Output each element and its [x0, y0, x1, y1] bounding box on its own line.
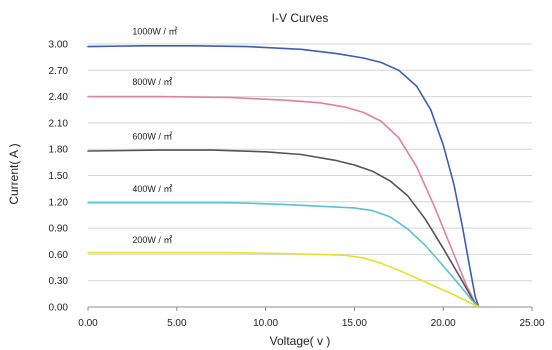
y-tick-label: 1.20 [49, 197, 69, 208]
series-line-4 [87, 251, 480, 308]
y-tick-label: 1.50 [49, 171, 69, 182]
axes [87, 306, 533, 311]
y-tick-label: 1.80 [49, 145, 69, 156]
series-annotation: 600W / ㎡ [132, 132, 172, 142]
series-annotation: 200W / ㎡ [132, 235, 172, 245]
x-tick-label: 15.00 [342, 318, 367, 329]
x-tick-label: 0.00 [78, 318, 98, 329]
x-axis-label: Voltage( v ) [270, 334, 331, 348]
series-line-2 [87, 149, 480, 308]
series-annotation: 800W / ㎡ [132, 77, 172, 87]
series-annotation: 1000W / ㎡ [132, 26, 177, 36]
x-tick-label: 5.00 [167, 318, 187, 329]
y-tick-label: 0.00 [49, 303, 69, 314]
series-line-3 [87, 201, 480, 308]
grid-lines [88, 43, 532, 282]
x-tick-label: 10.00 [253, 318, 278, 329]
y-axis-label: Current( A ) [7, 143, 21, 204]
y-tick-label: 2.10 [49, 118, 69, 129]
chart-title: I-V Curves [272, 11, 329, 25]
series-annotation: 400W / ㎡ [132, 184, 172, 194]
tick-labels: 0.00 0.30 0.60 0.90 1.20 1.50 1.80 2.10 2.40 2.70… [49, 40, 545, 330]
series-line-1 [87, 95, 480, 308]
y-tick-label: 0.30 [49, 276, 69, 287]
y-tick-label: 2.70 [49, 66, 69, 77]
x-tick-label: 25.00 [519, 318, 544, 329]
y-tick-label: 3.00 [49, 40, 69, 51]
series-lines [87, 45, 480, 308]
y-tick-label: 0.60 [49, 250, 69, 261]
x-tick-label: 20.00 [431, 318, 456, 329]
y-tick-label: 0.90 [49, 224, 69, 235]
curve-annotations: 1000W / ㎡ 800W / ㎡ 600W / ㎡ 400W / ㎡ 200W / … [132, 26, 177, 245]
series-line-0 [87, 45, 480, 308]
y-tick-label: 2.40 [49, 92, 69, 103]
